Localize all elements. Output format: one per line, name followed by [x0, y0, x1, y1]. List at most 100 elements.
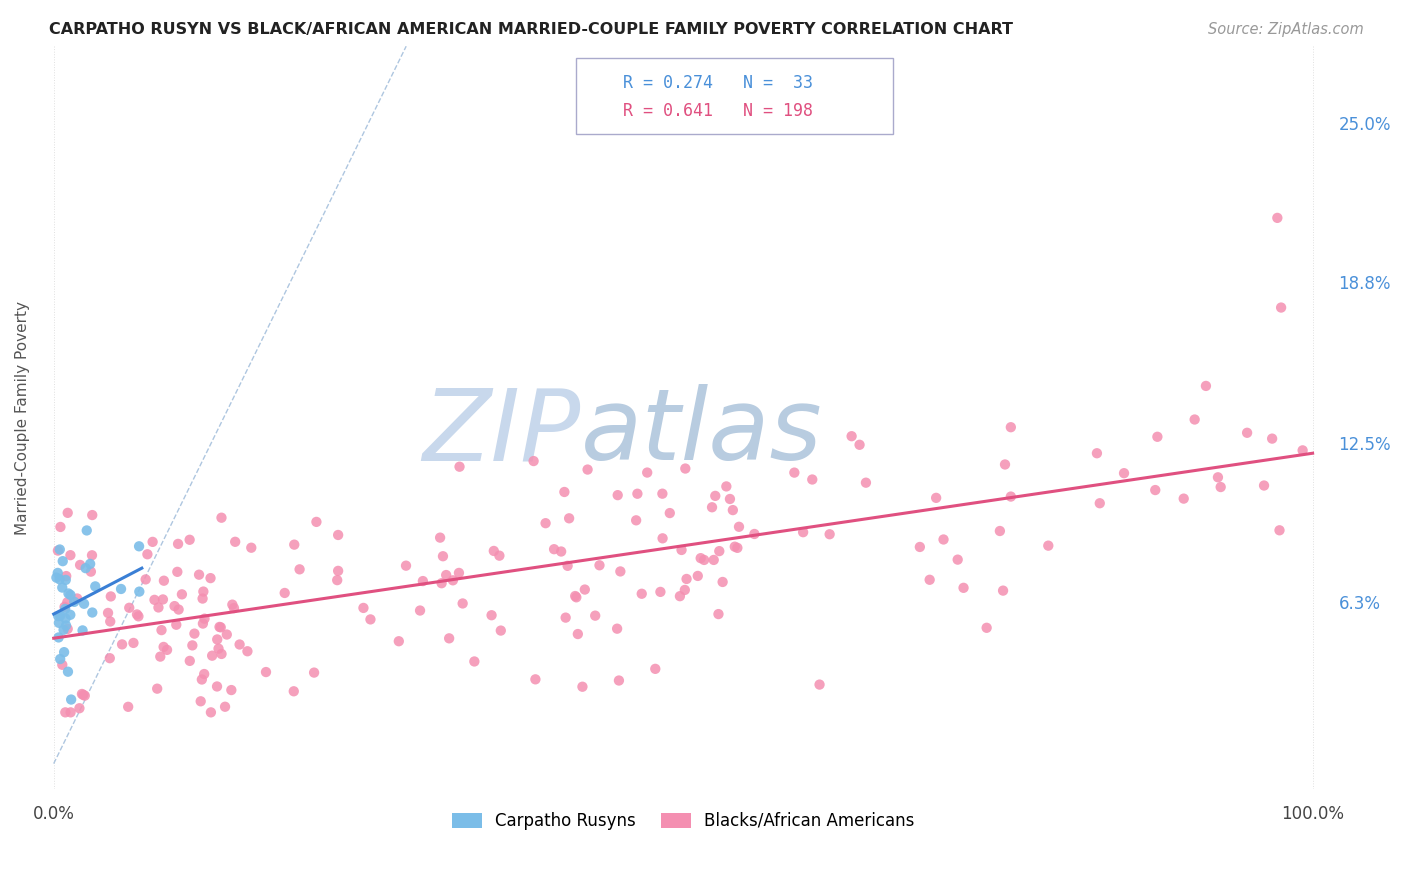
Point [53, 645, 76, 659]
Point [704, 489, 727, 503]
Point [80, 549, 103, 563]
Point [97, 606, 120, 620]
Point [624, 513, 647, 527]
Point [644, 662, 666, 676]
Point [166, 565, 188, 579]
Point [481, 608, 503, 623]
Point [437, 632, 460, 646]
Point [254, 665, 277, 679]
Point [53, 599, 76, 614]
Point [52, 623, 75, 637]
Point [553, 485, 575, 500]
Point [188, 567, 211, 582]
Point [191, 591, 214, 606]
Point [1085, 446, 1108, 460]
Point [721, 503, 744, 517]
Point [73, 597, 96, 611]
Point [693, 553, 716, 567]
Point [326, 564, 349, 578]
Point [1195, 379, 1218, 393]
Point [56, 622, 79, 636]
Point [724, 540, 747, 554]
Point [1173, 491, 1195, 506]
Point [523, 454, 546, 468]
Point [449, 459, 471, 474]
Point [554, 610, 576, 624]
Point [447, 566, 470, 580]
Point [224, 534, 246, 549]
Point [1209, 480, 1232, 494]
Point [190, 694, 212, 708]
Point [429, 531, 451, 545]
Point [673, 461, 696, 475]
Point [48, 572, 70, 586]
Point [352, 601, 374, 615]
Point [550, 544, 572, 558]
Point [207, 641, 229, 656]
Point [222, 601, 245, 615]
Point [98, 615, 121, 629]
Point [127, 609, 149, 624]
Point [273, 586, 295, 600]
Point [388, 634, 411, 648]
Point [801, 473, 824, 487]
Point [441, 574, 464, 588]
Text: Source: ZipAtlas.com: Source: ZipAtlas.com [1208, 22, 1364, 37]
Point [711, 574, 734, 589]
Point [686, 569, 709, 583]
Text: R = 0.274   N =  33: R = 0.274 N = 33 [623, 74, 813, 92]
Point [463, 655, 485, 669]
Point [718, 491, 741, 506]
Point [783, 466, 806, 480]
Point [673, 582, 696, 597]
Point [193, 584, 215, 599]
Point [79, 557, 101, 571]
Point [564, 589, 586, 603]
Point [59, 548, 82, 562]
Point [56, 595, 79, 609]
Point [207, 632, 229, 647]
Point [45, 571, 67, 585]
Point [576, 462, 599, 476]
Point [707, 607, 730, 621]
Point [991, 583, 1014, 598]
Point [48, 631, 70, 645]
Point [574, 582, 596, 597]
Point [409, 603, 432, 617]
Point [841, 429, 863, 443]
Text: atlas: atlas [581, 384, 823, 481]
Point [855, 475, 877, 490]
Text: R = 0.641   N = 198: R = 0.641 N = 198 [623, 102, 813, 120]
Point [143, 592, 166, 607]
Point [46, 566, 69, 580]
Point [170, 587, 193, 601]
Point [1261, 432, 1284, 446]
Point [211, 510, 233, 524]
Point [675, 572, 697, 586]
Point [200, 706, 222, 720]
Point [669, 589, 692, 603]
Point [117, 699, 139, 714]
Point [524, 673, 547, 687]
Point [49, 652, 72, 666]
Point [153, 574, 176, 588]
Point [84, 579, 107, 593]
Point [111, 637, 134, 651]
Point [918, 573, 941, 587]
Point [110, 582, 132, 596]
Point [128, 539, 150, 553]
Point [908, 540, 931, 554]
Point [305, 515, 328, 529]
Point [59, 706, 82, 720]
Point [651, 486, 673, 500]
Text: ZIP: ZIP [422, 384, 581, 481]
Point [149, 649, 172, 664]
Point [606, 488, 628, 502]
Point [994, 458, 1017, 472]
Point [626, 487, 648, 501]
Point [1112, 466, 1135, 480]
Point [146, 681, 169, 696]
Point [205, 680, 228, 694]
Point [700, 500, 723, 515]
Point [728, 520, 751, 534]
